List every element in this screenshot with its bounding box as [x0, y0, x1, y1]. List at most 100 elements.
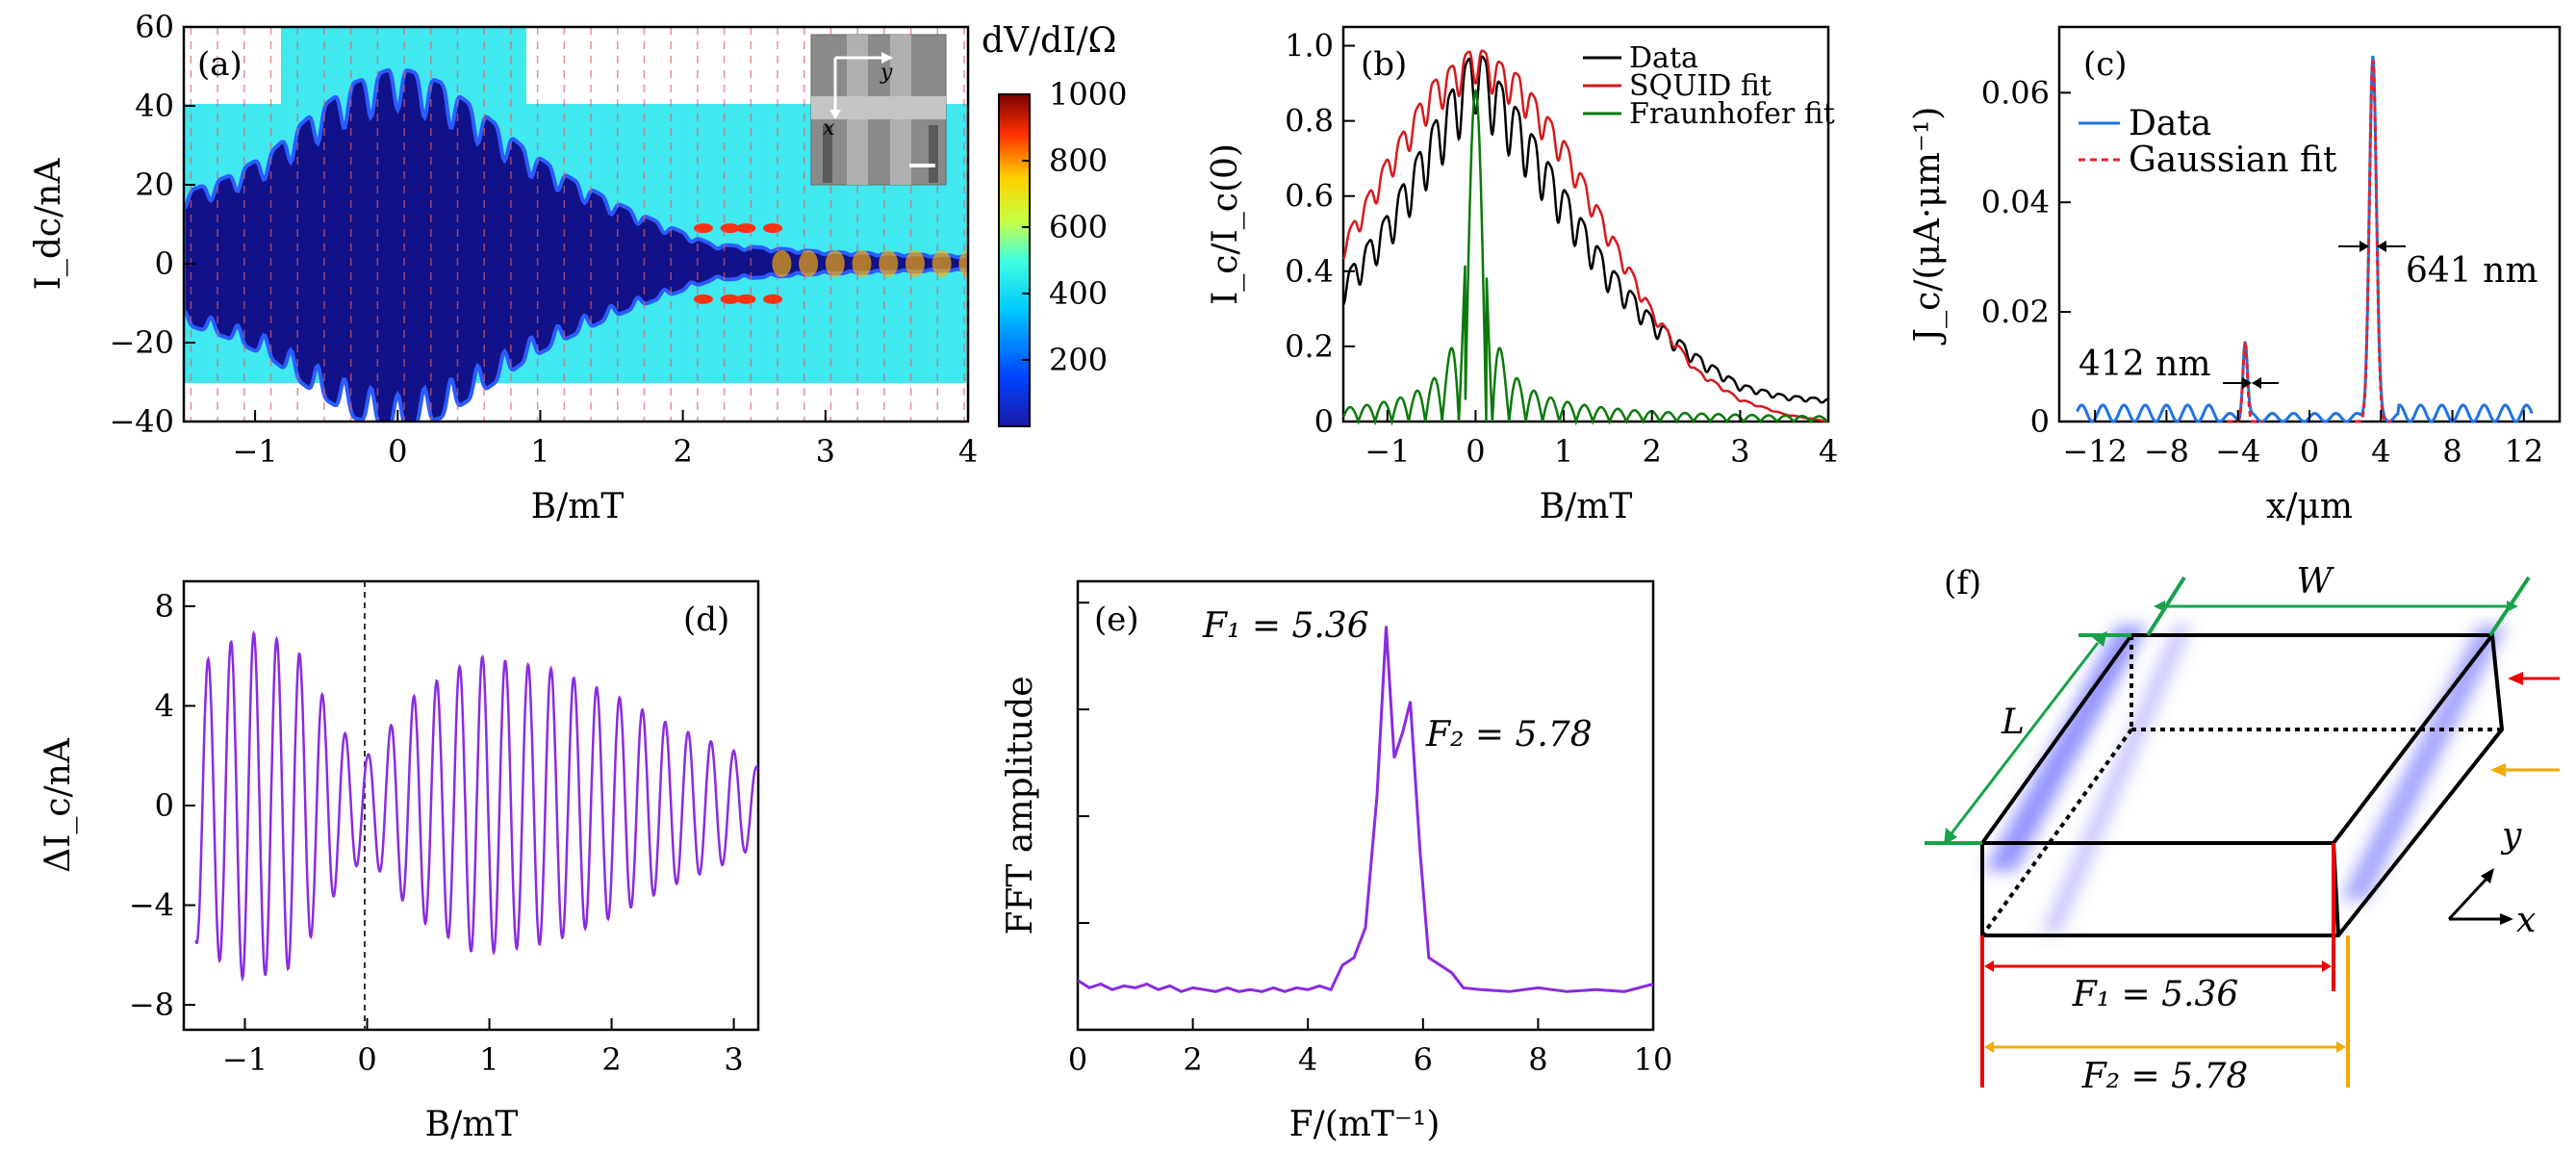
x-tick-label: 0 [2300, 433, 2319, 470]
panel-b: −1 0 1 2 3 4 0 0.2 0.4 0.6 0.8 1.0 (b) Data SQUID f… [1206, 25, 1838, 526]
legend-data-c: Data [2129, 104, 2211, 143]
x-tick-label: −4 [2215, 433, 2260, 470]
panel-c-label: (c) [2083, 45, 2128, 84]
resistive-peak [905, 250, 925, 277]
panel-a-label: (a) [197, 45, 242, 84]
x-tick-label: 2 [1183, 1041, 1202, 1078]
svg-text:y: y [880, 61, 893, 85]
axis-x-label: x [2516, 901, 2536, 940]
panel-a-ylabel: I_dc/nA [29, 158, 68, 291]
xy-axes: y x [2447, 816, 2536, 940]
series-line-gaussian [2227, 340, 2263, 423]
panel-b-ticks: −1 0 1 2 3 4 0 0.2 0.4 0.6 0.8 1.0 [1285, 28, 1838, 470]
colorbar-tick-label: 200 [1049, 342, 1108, 378]
x-tick-label: 1 [530, 433, 549, 470]
width-arrows [2223, 241, 2406, 389]
panel-e-ylabel: FFT amplitude [1001, 676, 1040, 934]
series-line-data [2076, 55, 2534, 423]
y-tick-label: 40 [135, 88, 174, 124]
x-tick-label: 10 [1634, 1041, 1673, 1078]
x-tick-label: −1 [1365, 433, 1410, 470]
colorbar-tick-label: 1000 [1049, 76, 1127, 113]
x-tick-label: 4 [2371, 433, 2390, 470]
x-tick-label: 1 [1554, 433, 1573, 470]
y-tick-label: 0.6 [1285, 178, 1334, 215]
series-line-2 [1341, 89, 1829, 426]
colorbar-ticks: 200 400 600 800 1000 [1022, 76, 1127, 378]
y-tick-label: 20 [135, 166, 174, 203]
y-tick-label: −40 [109, 403, 174, 440]
label-w: W [2296, 562, 2334, 602]
resistive-peak [958, 250, 968, 277]
frequency-markers: F₁ = 5.36 F₂ = 5.78 [1980, 843, 2350, 1096]
dimension-markers: W L [1925, 562, 2531, 845]
resistive-peak [736, 294, 756, 304]
x-tick-label: −12 [2062, 433, 2128, 470]
panel-c-legend: Data Gaussian fit [2079, 104, 2337, 180]
resistive-peak [763, 294, 783, 304]
resistive-peak [852, 250, 872, 277]
series-line-1 [1342, 49, 1829, 423]
y-tick-label: 0 [155, 245, 174, 282]
panel-d-ylabel: ΔI_c/nA [38, 737, 78, 873]
panel-a-xlabel: B/mT [531, 487, 625, 526]
panel-e: 0 2 4 6 8 10 (e) F₁ = 5.36 F₂ = 5.78 F/(mT⁻¹)… [1001, 579, 1673, 1144]
panel-d: −1 0 1 2 3 −8 −4 0 4 8 (d) B/mT ΔI_c/nA [38, 579, 760, 1144]
edge-current-glow [1984, 626, 2507, 934]
x-tick-label: 0 [1068, 1041, 1087, 1078]
panel-f-schematic: (f) W L [1925, 562, 2560, 1096]
colorbar-tick-label: 800 [1049, 142, 1108, 179]
axis-y-label: y [2500, 816, 2522, 856]
y-tick-label: 0 [155, 787, 174, 824]
annotation-412nm: 412 nm [2079, 345, 2210, 384]
y-tick-label: 8 [155, 588, 174, 625]
panel-e-ticks: 0 2 4 6 8 10 [1068, 602, 1673, 1078]
panel-d-label: (d) [683, 601, 729, 639]
resistive-peak [720, 223, 740, 234]
y-tick-label: 0.8 [1285, 103, 1334, 140]
y-tick-label: 0.06 [1981, 74, 2050, 111]
device-micrograph-inset: y x [810, 34, 947, 186]
y-tick-label: 0 [1314, 403, 1334, 440]
resistive-peak [772, 250, 792, 277]
resistive-peak [736, 223, 756, 234]
label-f1: F₁ = 5.36 [2072, 975, 2239, 1014]
panel-a-ticks: −1 0 1 2 3 4 −40 −20 0 20 40 60 [109, 9, 978, 470]
panel-f-label: (f) [1944, 564, 1981, 602]
x-tick-label: −1 [233, 433, 278, 470]
y-tick-label: −20 [109, 324, 174, 361]
resistive-peak [720, 294, 740, 304]
x-tick-label: 1 [479, 1041, 498, 1078]
label-l: L [2001, 703, 2025, 742]
heatmap-superconducting-region [184, 67, 968, 422]
annotation-641nm: 641 nm [2406, 251, 2538, 291]
y-tick-label: 1.0 [1285, 28, 1334, 64]
panel-c-series [2076, 55, 2534, 423]
x-tick-label: 3 [724, 1041, 743, 1078]
x-tick-label: 8 [2442, 433, 2461, 470]
x-tick-label: 0 [357, 1041, 376, 1078]
x-tick-label: 4 [958, 433, 978, 470]
legend-squid-fit: SQUID fit [1629, 69, 1772, 103]
y-tick-label: 0.02 [1981, 294, 2050, 330]
resistive-peak [693, 223, 713, 234]
panel-c-ticks: −12 −8 −4 0 4 8 12 0 0.02 0.04 0.06 [1981, 74, 2543, 470]
y-tick-label: 0.2 [1285, 328, 1334, 365]
y-tick-label: 4 [155, 687, 174, 724]
superconducting-lobes [184, 67, 968, 422]
colorbar-tick-label: 600 [1049, 209, 1108, 245]
panel-e-series [1077, 626, 1654, 993]
legend-gaussian-fit: Gaussian fit [2129, 141, 2337, 180]
resistive-peak [799, 250, 819, 277]
panel-d-series [194, 629, 759, 983]
series-line [194, 629, 759, 983]
panel-b-ylabel: I_c/I_c(0) [1206, 143, 1245, 305]
panel-a: −1 0 1 2 3 4 −40 −20 0 20 40 60 (a) y x dV/dI/Ω 200… [29, 9, 1127, 526]
resistive-peak [825, 250, 845, 277]
x-tick-label: 4 [1298, 1041, 1317, 1078]
colorbar [998, 93, 1031, 427]
x-tick-label: 3 [816, 433, 835, 470]
panel-c-xlabel: x/μm [2266, 487, 2353, 526]
series-line-0 [1342, 55, 1829, 404]
x-tick-label: 2 [1643, 433, 1662, 470]
